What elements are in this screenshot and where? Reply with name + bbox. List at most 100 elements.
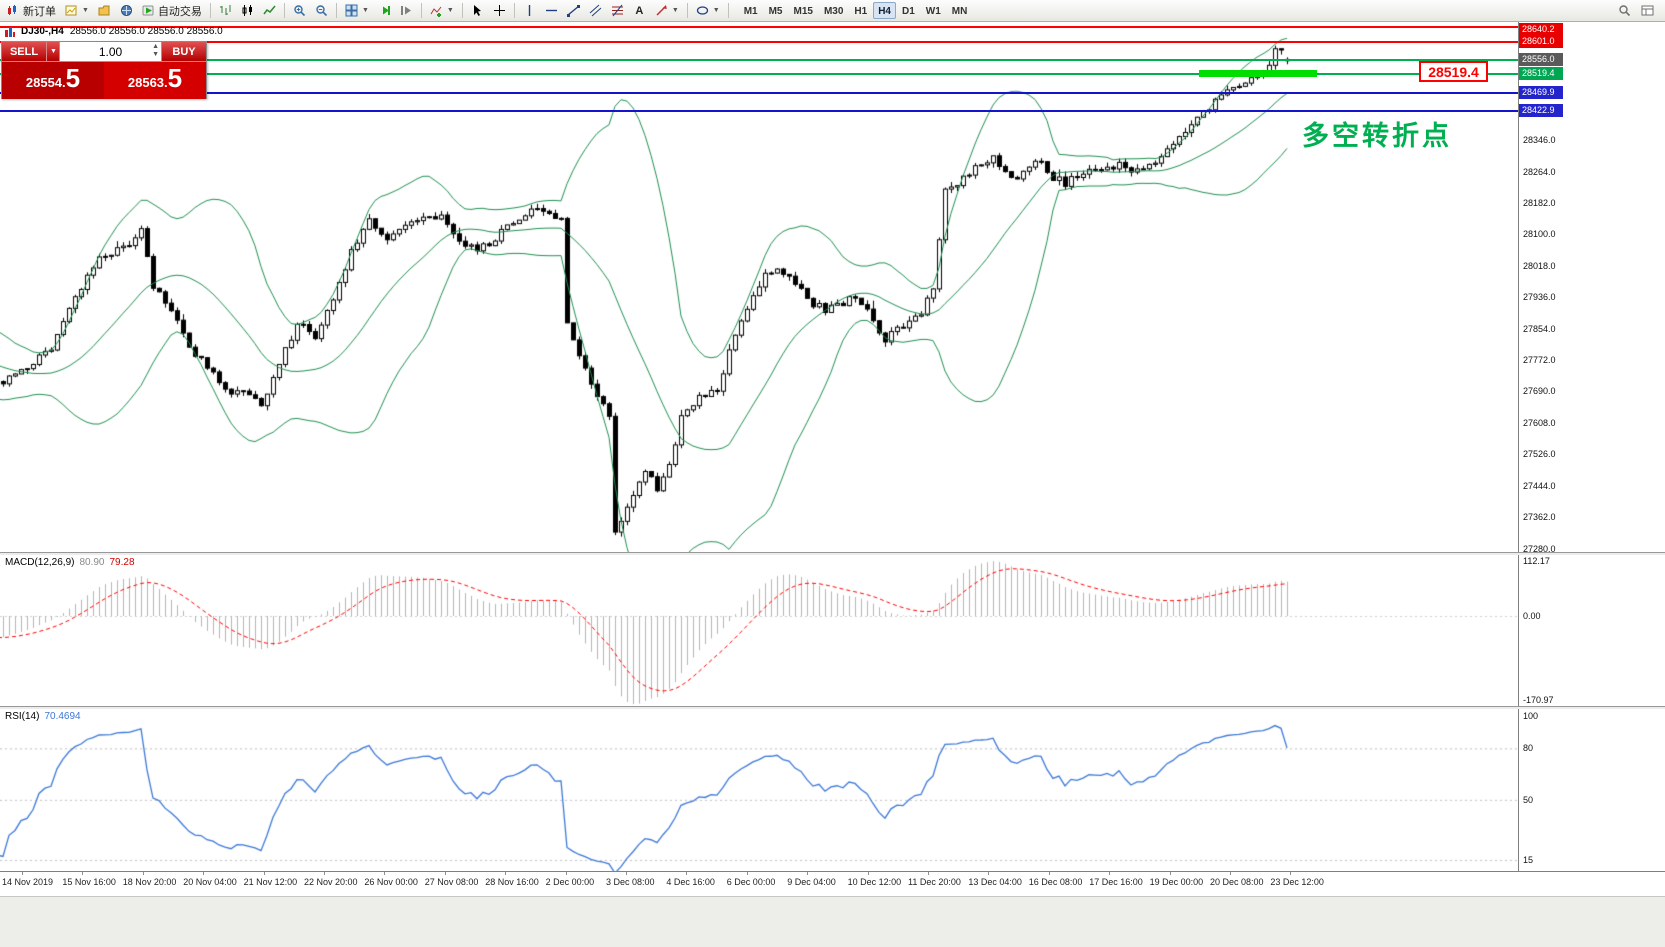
spinner-up-icon[interactable]: ▲ <box>152 43 159 50</box>
rsi-panel-canvas[interactable] <box>0 709 1518 871</box>
time-axis-label: 4 Dec 16:00 <box>666 877 715 887</box>
time-axis-label: 28 Nov 16:00 <box>485 877 539 887</box>
chevron-down-icon: ▼ <box>712 7 720 14</box>
profiles-icon <box>98 4 111 17</box>
spinner-down-icon[interactable]: ▼ <box>152 51 159 58</box>
shapes-tool-button[interactable]: ▼ <box>692 1 724 20</box>
zoom-in-icon <box>293 4 306 17</box>
profiles-button[interactable] <box>94 1 115 20</box>
new-order-button[interactable]: 新订单 <box>3 1 60 20</box>
chevron-down-icon: ▼ <box>671 7 679 14</box>
macd-main-value: 80.90 <box>79 557 105 568</box>
horizontal-line-object[interactable] <box>0 91 1518 94</box>
indicators-button[interactable]: ▼ <box>426 1 458 20</box>
horizontal-line-object[interactable] <box>0 58 1518 61</box>
horizontal-line-object[interactable] <box>0 26 1518 29</box>
trade-panel-top-row: SELL ▼ 1.00 ▲ ▼ BUY <box>2 42 206 62</box>
sell-button[interactable]: SELL <box>2 42 46 61</box>
timeframe-m5-button[interactable]: M5 <box>768 6 783 17</box>
timeframe-h4-button[interactable]: H4 <box>873 2 896 19</box>
time-axis-tick <box>22 872 23 875</box>
channel-tool-button[interactable] <box>585 1 606 20</box>
auto-scroll-icon <box>378 4 391 17</box>
chart-shift-icon <box>400 4 413 17</box>
zoom-in-button[interactable] <box>289 1 310 20</box>
bar-chart-button[interactable] <box>215 1 236 20</box>
market-watch-button[interactable] <box>116 1 137 20</box>
time-axis-tick <box>82 872 84 875</box>
line-chart-button[interactable] <box>259 1 280 20</box>
time-axis-label: 16 Dec 08:00 <box>1028 877 1083 887</box>
price-axis-label: 28018.0 <box>1523 260 1556 271</box>
crosshair-tool-button[interactable] <box>489 1 510 20</box>
time-axis-tick <box>988 872 990 875</box>
price-tag: 28601.0 <box>1519 35 1563 49</box>
candlestick-chart-button[interactable] <box>237 1 258 20</box>
price-axis[interactable] <box>1518 22 1665 871</box>
time-axis[interactable] <box>0 871 1665 896</box>
order-type-dropdown[interactable]: ▼ <box>46 42 59 61</box>
timeframe-d1-button[interactable]: D1 <box>902 6 915 17</box>
horizontal-line-tool-button[interactable] <box>541 1 562 20</box>
price-tag: 28640.2 <box>1519 23 1563 36</box>
horizontal-line-object[interactable] <box>0 72 1518 75</box>
timeframe-m15-button[interactable]: M15 <box>793 6 813 17</box>
time-axis-tick <box>1230 872 1231 875</box>
time-axis-label: 6 Dec 00:00 <box>726 877 776 887</box>
rsi-axis-label: 15 <box>1523 854 1534 865</box>
toolbar-separator <box>727 3 729 18</box>
price-axis-label: 27608.0 <box>1523 417 1556 428</box>
buy-button[interactable]: BUY <box>162 42 206 61</box>
horizontal-line-object[interactable] <box>0 41 1518 44</box>
main-chart-canvas[interactable] <box>0 22 1518 552</box>
chart-shift-button[interactable] <box>396 1 417 20</box>
panel-splitter[interactable] <box>0 552 1665 555</box>
chart-annotation-text[interactable]: 多空转折点 <box>1302 121 1452 151</box>
timeframe-m30-button[interactable]: M30 <box>823 6 844 17</box>
rsi-label: RSI(14) <box>5 711 40 722</box>
time-axis-label: 11 Dec 20:00 <box>908 877 961 887</box>
vertical-line-tool-button[interactable] <box>519 1 540 20</box>
tile-windows-button[interactable]: ▼ <box>341 1 373 20</box>
price-level-box[interactable]: 28519.4 <box>1419 61 1488 82</box>
toolbar-separator <box>283 3 285 18</box>
vertical-line-icon <box>523 4 536 17</box>
zoom-out-button[interactable] <box>311 1 332 20</box>
toolbar-separator <box>513 3 515 18</box>
auto-trading-icon <box>142 4 155 17</box>
search-button[interactable] <box>1614 1 1635 20</box>
panels-button[interactable] <box>1637 1 1658 20</box>
text-tool-button[interactable]: A <box>629 1 650 20</box>
macd-title: MACD(12,26,9) 80.90 79.28 <box>5 557 135 568</box>
cursor-tool-button[interactable] <box>467 1 488 20</box>
lot-size-spinner[interactable]: ▲ ▼ <box>152 43 159 59</box>
time-axis-label: 26 Nov 00:00 <box>364 877 418 887</box>
sell-price-button[interactable]: 28554. 5 <box>2 62 104 99</box>
highlight-segment-object[interactable] <box>1199 70 1317 78</box>
toolbar-separator <box>461 3 463 18</box>
lot-size-value: 1.00 <box>98 44 123 59</box>
timeframe-h1-button[interactable]: H1 <box>854 6 868 17</box>
arrows-tool-button[interactable]: ▼ <box>651 1 683 20</box>
fibonacci-tool-button[interactable] <box>607 1 628 20</box>
trendline-tool-button[interactable] <box>563 1 584 20</box>
time-axis-tick <box>142 872 144 875</box>
timeframe-w1-button[interactable]: W1 <box>925 6 941 17</box>
auto-trading-button[interactable]: 自动交易 <box>138 1 206 20</box>
time-axis-tick <box>1109 872 1111 875</box>
new-chart-button[interactable]: ▼ <box>61 1 93 20</box>
time-axis-tick <box>1169 872 1171 875</box>
sell-price: 28554. <box>25 75 66 90</box>
panel-splitter[interactable] <box>0 706 1665 709</box>
buy-price-button[interactable]: 28563. 5 <box>104 62 206 99</box>
macd-panel-canvas[interactable] <box>0 555 1518 706</box>
toolbar-separator <box>420 3 422 18</box>
auto-scroll-button[interactable] <box>374 1 395 20</box>
timeframe-m1-button[interactable]: M1 <box>743 6 758 17</box>
horizontal-line-object[interactable] <box>0 109 1518 112</box>
lot-size-field[interactable]: 1.00 ▲ ▼ <box>59 42 162 61</box>
timeframe-mn-button[interactable]: MN <box>951 6 968 17</box>
candlestick-chart-icon <box>241 4 254 17</box>
zoom-out-icon <box>315 4 328 17</box>
time-axis-tick <box>505 872 507 875</box>
